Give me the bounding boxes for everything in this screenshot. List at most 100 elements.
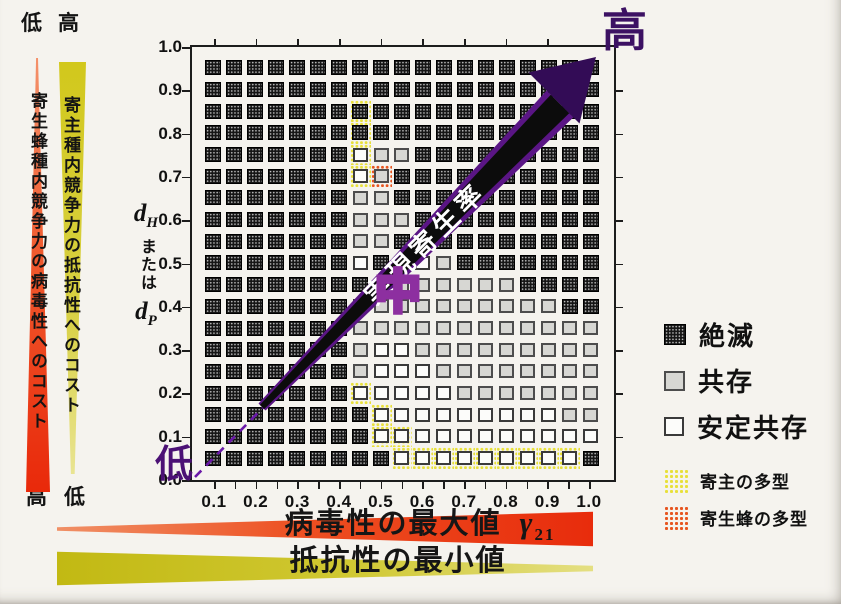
cell-square <box>478 407 494 422</box>
grid-cell <box>412 57 433 79</box>
grid-cell <box>308 100 329 122</box>
grid-cell <box>559 317 580 339</box>
grid-cell <box>266 274 287 296</box>
grid-cell <box>349 100 371 123</box>
cell-square <box>415 451 431 466</box>
cell-square <box>352 407 369 423</box>
cell-square <box>352 147 368 162</box>
grid-cell <box>245 317 266 339</box>
cell-square <box>373 342 389 357</box>
cell-square <box>499 364 515 379</box>
cell-square <box>583 429 599 444</box>
cell-square <box>477 233 494 249</box>
cell-square <box>268 125 285 141</box>
grid-cell <box>517 122 538 144</box>
grid-cell <box>203 187 224 209</box>
cell-square <box>247 147 264 163</box>
axis-tick <box>182 263 190 266</box>
grid-cell <box>559 447 581 469</box>
cell-square <box>226 320 243 336</box>
cell-square <box>562 407 578 422</box>
grid-cell <box>412 404 433 426</box>
grid-cell <box>517 426 538 448</box>
grid-cell <box>496 187 517 209</box>
grid-cell <box>517 57 538 79</box>
axis-tick <box>297 39 299 45</box>
grid-cell <box>371 361 392 383</box>
cell-square <box>268 255 285 271</box>
cell-square <box>331 255 348 271</box>
grid-cell <box>308 426 329 448</box>
grid-cell <box>496 122 517 144</box>
cell-square <box>247 233 264 249</box>
cell-square <box>582 103 599 119</box>
axis-tick <box>616 176 623 179</box>
cell-square <box>541 451 557 466</box>
grid-cell <box>496 382 517 404</box>
grid-cell <box>224 274 245 296</box>
axis-tick <box>505 39 508 45</box>
grid-cell <box>287 57 308 79</box>
grid-cell <box>203 296 224 318</box>
cell-square <box>331 103 348 119</box>
cell-square <box>226 298 243 314</box>
grid-cell <box>580 165 601 187</box>
cell-square <box>205 342 222 358</box>
legend-label: 安定共存 <box>697 413 810 443</box>
axis-tick <box>616 350 623 352</box>
cell-square <box>205 450 222 466</box>
cell-square <box>310 147 327 163</box>
grid-cell <box>475 165 496 187</box>
cell-square <box>226 255 243 271</box>
grid-cell <box>371 447 392 469</box>
cell-square <box>373 386 389 401</box>
cell-square <box>373 147 389 162</box>
grid-cell <box>392 339 413 361</box>
cell-square <box>562 364 578 379</box>
grid-cell <box>308 230 329 252</box>
cell-square <box>226 103 243 119</box>
grid-cell <box>580 230 601 252</box>
extinction-swatch-icon <box>664 324 686 345</box>
cell-square <box>519 190 536 206</box>
cell-square <box>478 321 494 336</box>
grid-cell <box>412 339 433 361</box>
grid-cell <box>245 382 266 404</box>
grid-cell <box>245 209 266 231</box>
cell-square <box>519 147 536 163</box>
cell-square <box>540 125 557 141</box>
axis-tick <box>526 482 529 489</box>
cell-square <box>415 321 431 336</box>
grid-cell <box>412 165 433 187</box>
cell-square <box>352 277 369 293</box>
axis-tick-label: 0.3 <box>158 340 182 360</box>
grid-cell <box>350 426 371 448</box>
grid-cell <box>308 317 329 339</box>
cell-square <box>247 428 264 444</box>
cell-square <box>247 103 264 119</box>
cell-square <box>414 60 431 76</box>
cell-square <box>541 299 557 314</box>
cell-square <box>415 407 431 422</box>
cell-square <box>310 428 327 444</box>
cell-square <box>520 429 536 444</box>
cell-square <box>499 386 515 401</box>
grid-cell <box>454 382 475 404</box>
grid-cell <box>308 296 329 318</box>
cell-square <box>352 190 368 205</box>
grid-cell <box>371 382 392 404</box>
cell-square <box>226 60 243 76</box>
cell-square <box>561 255 578 271</box>
grid-cell <box>329 57 350 79</box>
grid-cell <box>517 447 539 469</box>
grid-cell <box>266 165 287 187</box>
cell-square <box>268 60 285 76</box>
grid-cell <box>433 426 454 448</box>
grid-cell <box>287 100 308 122</box>
grid-cell <box>266 100 287 122</box>
cell-square <box>457 277 473 292</box>
cell-square <box>499 342 515 357</box>
cell-square <box>268 407 285 423</box>
cell-square <box>498 147 515 163</box>
cell-square <box>519 103 536 119</box>
